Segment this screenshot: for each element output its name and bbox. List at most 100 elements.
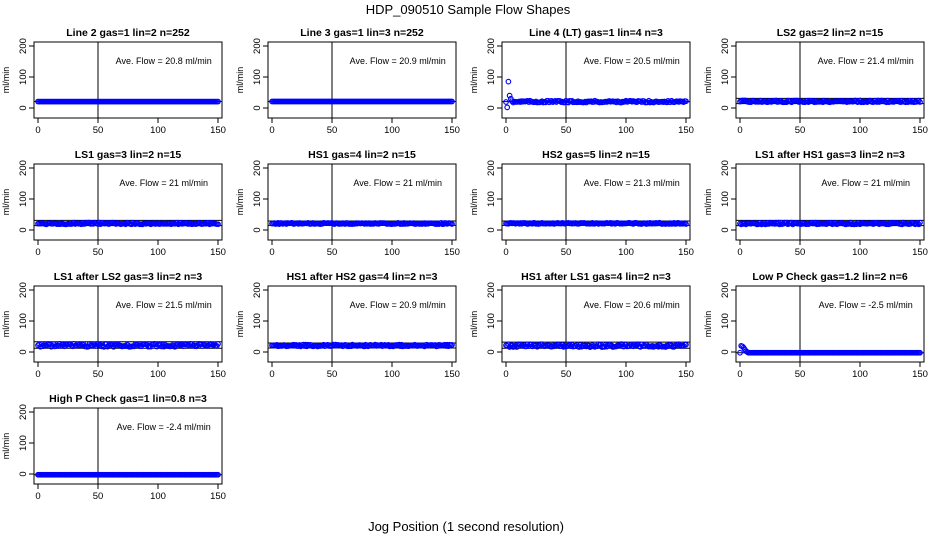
x-tick-label: 50 xyxy=(327,125,338,136)
x-tick-label: 50 xyxy=(561,369,572,380)
data-point xyxy=(915,97,922,104)
panel-title: HS1 after LS1 gas=4 lin=2 n=3 xyxy=(521,271,671,283)
y-axis-label: ml/min xyxy=(469,311,479,338)
plot-frame xyxy=(33,285,223,363)
data-point xyxy=(917,349,923,356)
x-tick-label: 100 xyxy=(852,247,868,258)
x-tick-label: 100 xyxy=(150,491,166,502)
y-tick-label: 200 xyxy=(18,160,29,176)
plot-frame xyxy=(501,41,691,119)
x-tick-label: 50 xyxy=(561,247,572,258)
data-point xyxy=(215,98,221,105)
x-tick-label: 50 xyxy=(93,125,104,136)
y-tick-label: 100 xyxy=(720,191,731,207)
y-tick-label: 100 xyxy=(252,191,263,207)
data-point xyxy=(683,341,689,348)
y-tick-label: 0 xyxy=(18,471,29,476)
x-tick-label: 50 xyxy=(93,247,104,258)
x-tick-label: 0 xyxy=(503,369,508,380)
y-tick-label: 100 xyxy=(18,191,29,207)
x-tick-label: 0 xyxy=(737,369,742,380)
y-tick-label: 200 xyxy=(252,160,263,176)
panel-title: LS2 gas=2 lin=2 n=15 xyxy=(777,27,884,39)
data-points xyxy=(269,220,455,227)
average-flow-annotation: Ave. Flow = 21.5 ml/min xyxy=(116,300,212,310)
x-tick-label: 50 xyxy=(93,491,104,502)
y-tick-label: 0 xyxy=(252,349,263,354)
data-point xyxy=(917,99,923,105)
x-tick-label: 50 xyxy=(561,125,572,136)
x-tick-label: 0 xyxy=(737,247,742,258)
x-tick-label: 0 xyxy=(35,491,40,502)
panel: Line 4 (LT) gas=1 lin=4 n=3 0 100 200 ml/min… xyxy=(469,27,694,136)
y-axis-label: ml/min xyxy=(703,311,713,338)
y-tick-label: 200 xyxy=(252,282,263,298)
panel: HS1 after HS2 gas=4 lin=2 n=3 0 100 200 ml/m… xyxy=(235,271,460,380)
x-tick-label: 100 xyxy=(150,369,166,380)
y-tick-label: 100 xyxy=(18,313,29,329)
average-flow-annotation: Ave. Flow = 20.5 ml/min xyxy=(584,56,680,66)
panel: Low P Check gas=1.2 lin=2 n=6 0 100 200 ml/m… xyxy=(703,271,928,380)
x-tick-label: 100 xyxy=(618,369,634,380)
plot-frame xyxy=(33,41,223,119)
y-tick-label: 200 xyxy=(486,160,497,176)
x-tick-label: 150 xyxy=(210,247,226,258)
y-tick-label: 200 xyxy=(18,404,29,420)
y-tick-label: 100 xyxy=(486,313,497,329)
data-point xyxy=(917,219,923,226)
data-point xyxy=(215,341,221,347)
average-flow-annotation: Ave. Flow = -2.5 ml/min xyxy=(819,300,913,310)
x-tick-label: 50 xyxy=(93,369,104,380)
x-tick-label: 0 xyxy=(269,247,274,258)
figure-x-axis-label: Jog Position (1 second resolution) xyxy=(368,519,564,534)
average-flow-annotation: Ave. Flow = 21 ml/min xyxy=(821,178,910,188)
x-tick-label: 150 xyxy=(444,369,460,380)
y-axis-label: ml/min xyxy=(235,189,245,216)
panel-title: Line 3 gas=1 lin=3 n=252 xyxy=(300,27,424,39)
plot-frame xyxy=(33,407,223,485)
panel-title: LS1 gas=3 lin=2 n=15 xyxy=(75,149,182,161)
x-tick-label: 50 xyxy=(795,125,806,136)
data-points xyxy=(35,219,221,228)
panel-title: HS2 gas=5 lin=2 n=15 xyxy=(542,149,650,161)
x-tick-label: 50 xyxy=(327,247,338,258)
average-flow-annotation: Ave. Flow = -2.4 ml/min xyxy=(117,422,211,432)
y-tick-label: 0 xyxy=(252,227,263,232)
plot-frame xyxy=(33,163,223,241)
y-tick-label: 100 xyxy=(720,69,731,85)
y-tick-label: 200 xyxy=(18,282,29,298)
x-tick-label: 100 xyxy=(852,369,868,380)
y-axis-label: ml/min xyxy=(703,189,713,216)
y-tick-label: 200 xyxy=(720,38,731,54)
panel: LS1 after LS2 gas=3 lin=2 n=3 0 100 200 ml/m… xyxy=(1,271,226,380)
plot-frame xyxy=(501,285,691,363)
panel-title: Line 4 (LT) gas=1 lin=4 n=3 xyxy=(529,27,663,39)
panel: HS2 gas=5 lin=2 n=15 0 100 200 ml/min 0 50 100 1… xyxy=(469,149,694,258)
y-tick-label: 0 xyxy=(252,105,263,110)
x-tick-label: 0 xyxy=(35,125,40,136)
y-axis-label: ml/min xyxy=(469,189,479,216)
y-axis-label: ml/min xyxy=(1,67,11,94)
x-tick-label: 100 xyxy=(150,247,166,258)
plot-frame xyxy=(501,163,691,241)
data-point xyxy=(215,221,221,228)
y-axis-label: ml/min xyxy=(469,67,479,94)
x-tick-label: 100 xyxy=(384,369,400,380)
panel: High P Check gas=1 lin=0.8 n=3 0 100 200 ml/… xyxy=(1,393,226,502)
x-tick-label: 50 xyxy=(795,247,806,258)
panel: Line 2 gas=1 lin=2 n=252 0 100 200 ml/min 0 50… xyxy=(1,27,226,136)
y-tick-label: 200 xyxy=(720,282,731,298)
figure-title: HDP_090510 Sample Flow Shapes xyxy=(366,2,571,17)
x-tick-label: 100 xyxy=(618,125,634,136)
x-tick-label: 0 xyxy=(503,125,508,136)
average-flow-annotation: Ave. Flow = 21 ml/min xyxy=(119,178,208,188)
data-point xyxy=(503,99,509,105)
plot-frame xyxy=(267,285,457,363)
y-tick-label: 200 xyxy=(252,38,263,54)
y-tick-label: 200 xyxy=(720,160,731,176)
x-tick-label: 150 xyxy=(444,247,460,258)
y-tick-label: 100 xyxy=(720,313,731,329)
panel-grid: Line 2 gas=1 lin=2 n=252 0 100 200 ml/min 0 50… xyxy=(1,27,928,502)
data-points xyxy=(503,219,689,227)
y-tick-label: 200 xyxy=(18,38,29,54)
